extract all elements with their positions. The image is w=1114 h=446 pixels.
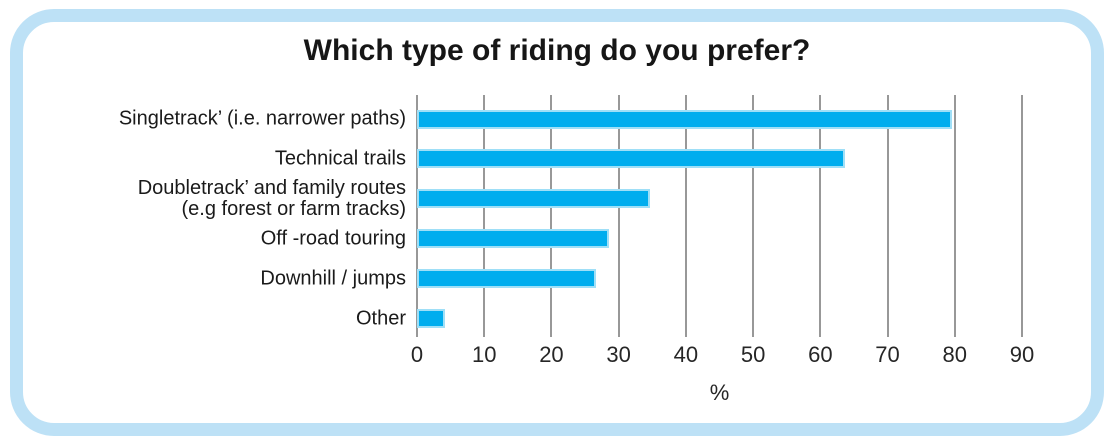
bar — [419, 271, 594, 287]
x-tick-label: 70 — [875, 342, 900, 367]
x-tick-label: 80 — [942, 342, 968, 367]
x-tick-label: 60 — [808, 342, 833, 367]
category-label: Technical trails — [274, 147, 406, 170]
bar — [419, 151, 843, 167]
gridline — [752, 95, 755, 337]
gridline — [819, 95, 822, 337]
bar — [419, 311, 443, 326]
bar — [419, 191, 648, 207]
x-tick-label: 20 — [539, 342, 564, 367]
gridline — [550, 95, 553, 337]
category-label: Other — [355, 307, 406, 329]
bar — [419, 111, 951, 127]
plot-area — [416, 95, 1023, 337]
x-tick-label: 90 — [1009, 342, 1035, 367]
gridline — [953, 95, 956, 337]
x-tick-label: 40 — [673, 342, 699, 367]
bar — [419, 231, 608, 247]
gridline — [886, 95, 889, 337]
gridline — [617, 95, 620, 337]
gridline — [1021, 95, 1023, 337]
chart-title: Which type of riding do you prefer? — [303, 34, 811, 67]
gridline — [483, 95, 486, 337]
category-label: Off -road touring — [260, 227, 406, 250]
gridline — [684, 95, 687, 337]
category-label: Downhill / jumps — [260, 267, 406, 290]
x-axis-unit-label: % — [709, 380, 730, 405]
x-tick-label: 10 — [471, 342, 497, 367]
gridline — [416, 95, 418, 337]
x-tick-label: 50 — [740, 342, 766, 367]
x-tick-label: 30 — [606, 342, 631, 367]
x-tick-label: 0 — [410, 342, 424, 367]
category-label: Doubletrack’ and family routes (e.g fore… — [137, 176, 406, 220]
category-label: Singletrack’ (i.e. narrower paths) — [118, 107, 406, 130]
